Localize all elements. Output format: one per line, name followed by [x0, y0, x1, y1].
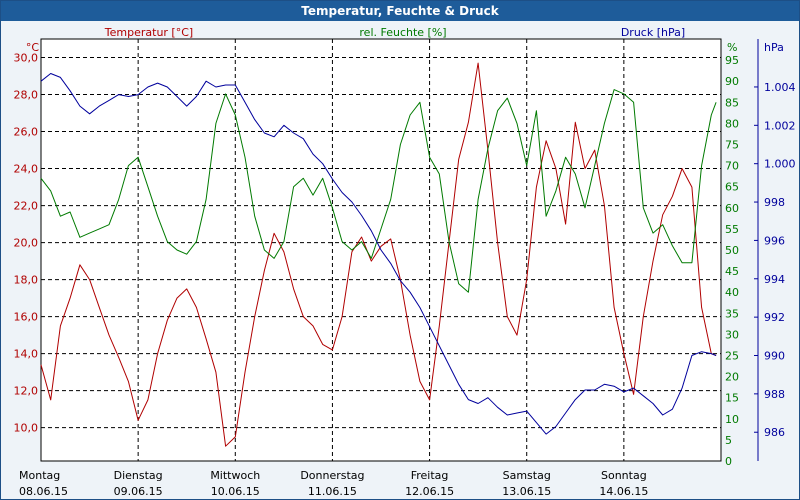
- pressure-tick-label: 986: [764, 426, 785, 439]
- day-label: Sonntag: [601, 469, 647, 482]
- pressure-tick-label: 1.002: [764, 119, 796, 132]
- temperature-tick-label: 20,0: [14, 237, 39, 250]
- temperature-tick-label: 22,0: [14, 200, 39, 213]
- temperature-tick-label: 24,0: [14, 163, 39, 176]
- pressure-tick-label: 1.000: [764, 158, 796, 171]
- pressure-tick-label: 1.004: [764, 81, 796, 94]
- day-label: Donnerstag: [300, 469, 364, 482]
- day-label: Samstag: [503, 469, 551, 482]
- day-label: Freitag: [411, 469, 449, 482]
- pressure-tick-label: 998: [764, 196, 785, 209]
- pressure-unit: hPa: [764, 41, 784, 54]
- press-series-line: [40, 73, 717, 435]
- humidity-tick-label: 45: [725, 265, 739, 278]
- temperature-tick-label: 30,0: [14, 52, 39, 65]
- humidity-tick-label: 5: [725, 434, 732, 447]
- humidity-tick-label: 55: [725, 223, 739, 236]
- day-label: Mittwoch: [210, 469, 260, 482]
- date-label: 12.06.15: [405, 485, 454, 498]
- humidity-tick-label: 15: [725, 392, 739, 405]
- humidity-tick-label: 80: [725, 117, 739, 130]
- chart-title: Temperatur, Feuchte & Druck: [1, 1, 799, 21]
- humidity-axis-title: rel. Feuchte [%]: [359, 26, 446, 39]
- date-label: 13.06.15: [502, 485, 551, 498]
- axes-layer: Montag 08.06.15 Dienstag 09.06.15 Mittwoch 10…: [14, 39, 796, 498]
- pressure-tick-label: 990: [764, 350, 785, 363]
- humidity-tick-label: 25: [725, 350, 739, 363]
- humidity-tick-label: 65: [725, 181, 739, 194]
- temperature-tick-label: 16,0: [14, 311, 39, 324]
- humidity-tick-label: 0: [725, 455, 732, 468]
- humidity-tick-label: 75: [725, 139, 739, 152]
- pressure-tick-label: 996: [764, 234, 785, 247]
- temperature-unit: °C: [26, 41, 40, 54]
- date-label: 10.06.15: [211, 485, 260, 498]
- humidity-tick-label: 40: [725, 286, 739, 299]
- temperature-tick-label: 18,0: [14, 274, 39, 287]
- humidity-tick-label: 60: [725, 202, 739, 215]
- humidity-tick-label: 30: [725, 328, 739, 341]
- humidity-tick-label: 10: [725, 413, 739, 426]
- humidity-tick-label: 20: [725, 371, 739, 384]
- humidity-tick-label: 90: [725, 75, 739, 88]
- pressure-tick-label: 992: [764, 311, 785, 324]
- date-label: 08.06.15: [19, 485, 68, 498]
- temperature-tick-label: 14,0: [14, 348, 39, 361]
- temp-series-line: [40, 62, 717, 447]
- date-label: 09.06.15: [114, 485, 163, 498]
- date-label: 11.06.15: [308, 485, 357, 498]
- humidity-tick-label: 35: [725, 307, 739, 320]
- day-label: Dienstag: [114, 469, 163, 482]
- pressure-tick-label: 994: [764, 273, 785, 286]
- pressure-axis-title: Druck [hPa]: [621, 26, 685, 39]
- grid-lines: [41, 39, 721, 461]
- humidity-tick-label: 70: [725, 160, 739, 173]
- humidity-tick-label: 50: [725, 244, 739, 257]
- temperature-tick-label: 10,0: [14, 422, 39, 435]
- temperature-tick-label: 26,0: [14, 126, 39, 139]
- series-layer: [40, 62, 717, 447]
- humidity-unit: %: [727, 41, 737, 54]
- hum-series-line: [40, 89, 717, 293]
- pressure-tick-label: 988: [764, 388, 785, 401]
- temperature-axis-title: Temperatur [°C]: [104, 26, 193, 39]
- date-label: 14.06.15: [599, 485, 648, 498]
- temperature-tick-label: 12,0: [14, 385, 39, 398]
- humidity-tick-label: 85: [725, 96, 739, 109]
- humidity-tick-label: 95: [725, 54, 739, 67]
- day-label: Montag: [19, 469, 60, 482]
- temperature-tick-label: 28,0: [14, 89, 39, 102]
